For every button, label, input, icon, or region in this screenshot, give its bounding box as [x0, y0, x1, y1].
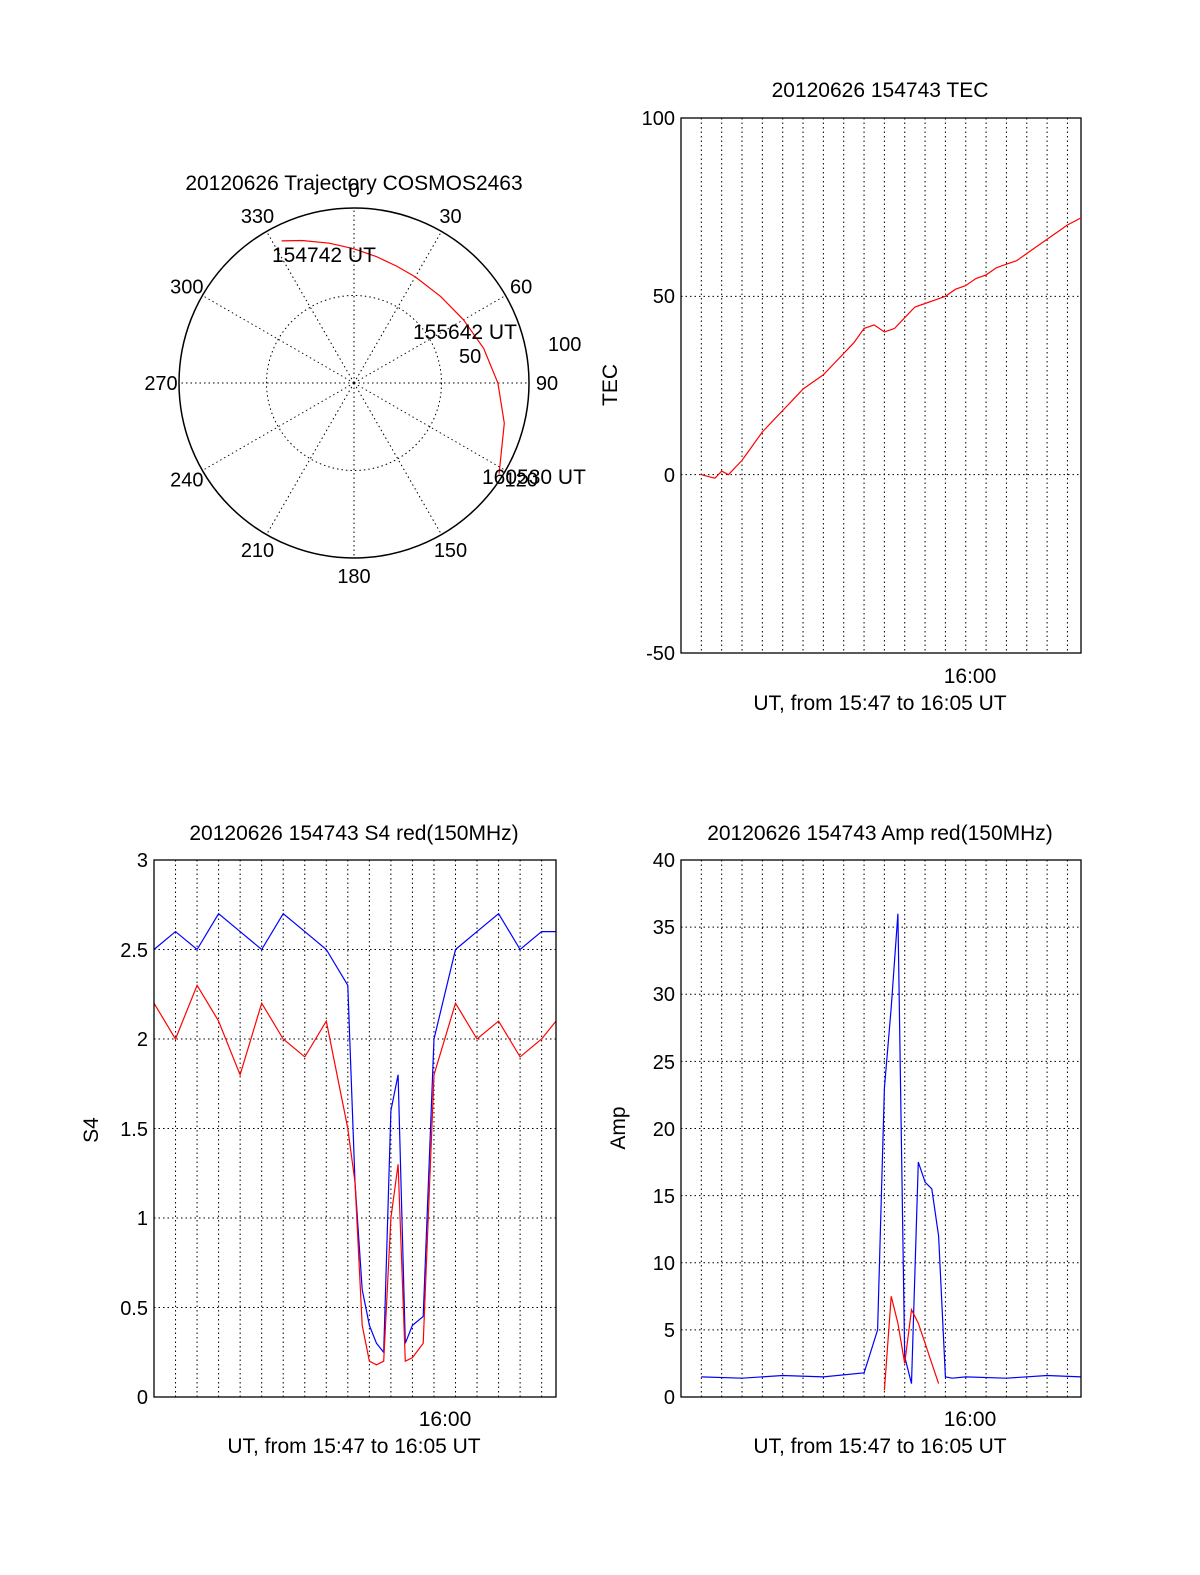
- tec-ytick-50: 50: [653, 286, 675, 308]
- polar-azimuth-label: 0: [348, 180, 359, 202]
- tec-ytick-0: 0: [664, 465, 675, 487]
- amp-ytick-10: 10: [653, 1253, 675, 1275]
- tec-ytick-neg50: -50: [646, 643, 675, 665]
- s4-xlabel: UT, from 15:47 to 16:05 UT: [227, 1435, 480, 1458]
- tec-grid: [681, 118, 1081, 653]
- amp-ytick-20: 20: [653, 1119, 675, 1141]
- tec-series-line: [701, 217, 1082, 479]
- tec-ylabel: TEC: [599, 364, 622, 406]
- amp-plot-frame: [680, 859, 1082, 1398]
- polar-spoke: [266, 382, 355, 535]
- s4-panel: 20120626 154743 S4 red(150MHz) 0 0.5 1 1…: [80, 822, 557, 1458]
- amp-ytick-5: 5: [664, 1320, 675, 1342]
- polar-trajectory-line: [281, 239, 505, 474]
- polar-azimuth-label: 150: [434, 540, 467, 562]
- amp-ytick-40: 40: [653, 850, 675, 872]
- amp-series-line-1: [883, 1296, 940, 1391]
- polar-spoke: [202, 382, 355, 471]
- amp-ytick-0: 0: [664, 1387, 675, 1409]
- polar-azimuth-label: 210: [241, 540, 274, 562]
- tec-panel: 20120626 154743 TEC 100 50 0 -50 TEC 16:…: [599, 79, 1082, 715]
- polar-azimuth-label: 270: [144, 373, 177, 395]
- s4-ytick-1: 1: [137, 1208, 148, 1230]
- amp-series-group: [701, 913, 1082, 1391]
- s4-xtick-1600: 16:00: [419, 1408, 472, 1431]
- amp-xtick-1600: 16:00: [944, 1408, 997, 1431]
- tec-plot-frame: [680, 117, 1082, 654]
- s4-series-line-1: [153, 983, 557, 1366]
- polar-azimuth-label: 330: [241, 206, 274, 228]
- s4-ylabel: S4: [80, 1117, 103, 1143]
- amp-panel: 20120626 154743 Amp red(150MHz) 0 5 10 1…: [607, 822, 1082, 1458]
- amp-ytick-25: 25: [653, 1052, 675, 1074]
- s4-ytick-2-5: 2.5: [120, 940, 148, 962]
- polar-title: 20120626 Trajectory COSMOS2463: [185, 172, 522, 195]
- s4-series-line-0: [153, 912, 556, 1354]
- s4-ytick-1-5: 1.5: [120, 1119, 148, 1141]
- amp-ytick-30: 30: [653, 984, 675, 1006]
- s4-ytick-0: 0: [137, 1387, 148, 1409]
- polar-ring-circle: [266, 295, 442, 471]
- polar-outer-circle: [178, 207, 530, 559]
- s4-grid: [154, 860, 556, 1397]
- s4-ytick-0-5: 0.5: [120, 1298, 148, 1320]
- polar-panel: 20120626 Trajectory COSMOS2463 0 30 60 90 12…: [144, 172, 586, 588]
- polar-azimuth-label: 240: [170, 470, 203, 492]
- polar-azimuth-labels: 0 30 60 90 120 150 180 210 240 270 300 330: [144, 180, 558, 588]
- polar-azimuth-label: 90: [536, 373, 558, 395]
- tec-ytick-100: 100: [642, 108, 675, 130]
- s4-series-group: [153, 912, 557, 1366]
- polar-time-label-end: 160530 UT: [482, 466, 586, 489]
- tec-title: 20120626 154743 TEC: [772, 79, 989, 102]
- amp-title: 20120626 154743 Amp red(150MHz): [707, 822, 1053, 845]
- tec-xtick-1600: 16:00: [944, 665, 997, 688]
- amp-ylabel: Amp: [607, 1106, 630, 1149]
- s4-plot-frame: [153, 859, 557, 1398]
- polar-azimuth-label: 300: [170, 277, 203, 299]
- polar-azimuth-label: 60: [510, 277, 532, 299]
- amp-xlabel: UT, from 15:47 to 16:05 UT: [753, 1435, 1006, 1458]
- polar-time-label-start: 154742 UT: [272, 244, 376, 267]
- amp-grid: [681, 860, 1081, 1397]
- polar-azimuth-label: 180: [337, 566, 370, 588]
- polar-azimuth-label: 30: [439, 206, 461, 228]
- tec-xlabel: UT, from 15:47 to 16:05 UT: [753, 692, 1006, 715]
- s4-ytick-3: 3: [137, 850, 148, 872]
- polar-ring-label-100: 100: [548, 334, 581, 356]
- s4-ytick-2: 2: [137, 1029, 148, 1051]
- polar-time-label-mid: 155642 UT: [413, 321, 517, 344]
- amp-series-line-0: [701, 913, 1082, 1384]
- polar-ring-label-50: 50: [459, 346, 481, 368]
- amp-ytick-35: 35: [653, 917, 675, 939]
- amp-ytick-15: 15: [653, 1186, 675, 1208]
- s4-title: 20120626 154743 S4 red(150MHz): [189, 822, 518, 845]
- polar-grid: [178, 207, 530, 559]
- polar-azimuth-label: 120: [504, 470, 537, 492]
